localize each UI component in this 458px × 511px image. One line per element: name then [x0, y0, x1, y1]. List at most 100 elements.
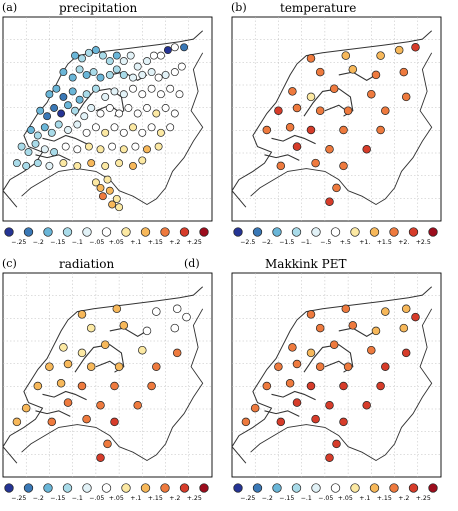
station-marker — [311, 414, 320, 424]
station-marker — [262, 381, 272, 391]
station-marker — [143, 57, 151, 66]
station-marker — [105, 57, 114, 66]
legend-tick-label: +.15 — [148, 495, 163, 502]
station-marker — [399, 323, 409, 333]
station-marker — [152, 362, 161, 371]
station-marker — [180, 43, 189, 52]
legend-swatch — [23, 227, 34, 237]
station-marker — [63, 359, 73, 369]
station-marker — [103, 439, 112, 449]
legend-tick-label: −.2 — [33, 239, 44, 246]
legend-swatch — [389, 483, 399, 493]
panel-tag: (b) — [231, 1, 247, 14]
inland-water — [338, 71, 377, 82]
legend-swatch — [330, 227, 341, 237]
station-marker — [339, 161, 348, 171]
legend-swatch — [350, 227, 360, 237]
legend-tick-label: −.15 — [50, 239, 65, 246]
inland-water — [338, 327, 377, 338]
map-chart: −.25 −.2 −.15 −.1 −.05 +.05 +.1 +.15 +.2 +.25 — [2, 16, 213, 246]
station-marker — [36, 106, 45, 115]
station-marker — [112, 304, 122, 314]
station-marker — [91, 178, 100, 187]
station-marker — [50, 104, 59, 112]
legend: −2.5 −2. −1.5 −1. −.5 +.5 +1. +1.5 +2. +2.5 — [233, 227, 438, 246]
station-marker — [341, 304, 351, 314]
station-marker — [306, 54, 316, 63]
station-marker — [45, 161, 54, 170]
station-marker — [59, 159, 68, 168]
legend-swatch — [101, 227, 112, 237]
station-marker — [129, 123, 137, 132]
station-marker — [77, 348, 87, 358]
panel-title: temperature — [280, 1, 357, 15]
station-marker — [262, 125, 272, 135]
station-marker — [78, 54, 86, 63]
station-marker — [325, 453, 334, 462]
station-marker — [325, 401, 334, 410]
legend-swatch — [350, 483, 360, 493]
station-marker — [96, 401, 105, 410]
station-marker — [315, 323, 325, 333]
legend-swatch — [160, 227, 170, 237]
station-marker — [59, 92, 68, 101]
station-marker — [110, 87, 119, 96]
legend-swatch — [291, 483, 302, 493]
station-marker — [156, 90, 165, 99]
station-marker — [12, 159, 21, 168]
station-marker — [285, 123, 295, 132]
station-marker — [31, 139, 40, 148]
station-marker — [98, 51, 107, 60]
legend-swatch — [369, 483, 380, 493]
station-marker — [172, 304, 182, 314]
station-marker — [133, 109, 142, 118]
station-marker — [170, 323, 180, 333]
inland-water — [303, 344, 354, 373]
legend-tick-label: −.05 — [89, 495, 104, 502]
legend-tick-label: +.1 — [130, 239, 141, 246]
legend-swatch — [330, 483, 341, 493]
station-marker — [96, 109, 105, 118]
station-marker — [115, 159, 124, 168]
station-marker — [64, 101, 72, 110]
station-marker — [86, 362, 96, 371]
legend-swatch — [179, 483, 190, 493]
station-marker — [73, 161, 82, 170]
legend-tick-label: +1.5 — [377, 239, 392, 246]
station-marker — [288, 343, 297, 352]
station-marker — [119, 145, 128, 154]
station-marker — [371, 70, 381, 80]
station-marker — [381, 307, 390, 316]
station-marker — [77, 310, 87, 319]
station-marker — [292, 103, 302, 113]
station-marker — [108, 142, 117, 151]
station-marker — [325, 145, 334, 154]
station-marker — [166, 84, 175, 93]
station-marker — [315, 106, 325, 115]
station-marker — [362, 401, 371, 410]
legend-swatch — [43, 227, 53, 237]
station-marker — [138, 156, 147, 165]
station-marker — [45, 90, 54, 99]
station-marker — [343, 362, 353, 371]
station-marker — [138, 70, 147, 79]
station-marker — [147, 68, 156, 77]
station-marker — [26, 126, 35, 134]
station-marker — [156, 51, 165, 60]
legend-tick-label: +2. — [398, 239, 409, 246]
legend-swatch — [428, 227, 438, 237]
legend-tick-label: +.2 — [398, 495, 409, 502]
station-marker — [100, 340, 110, 349]
legend-swatch — [43, 483, 53, 493]
station-marker — [276, 417, 286, 427]
station-marker — [91, 123, 100, 132]
inland-water — [109, 327, 148, 338]
panel-radiation: (c) radiation −.25 −.2 −.15 −.1 −.05 +.05 +.1 +… — [0, 256, 229, 511]
station-marker — [292, 359, 302, 369]
station-marker — [149, 51, 158, 60]
legend-tick-label: +1. — [359, 239, 370, 246]
station-marker — [306, 348, 316, 358]
panel-title: Makkink PET — [265, 257, 347, 271]
panel-title: radiation — [59, 257, 115, 271]
station-marker — [103, 175, 112, 184]
